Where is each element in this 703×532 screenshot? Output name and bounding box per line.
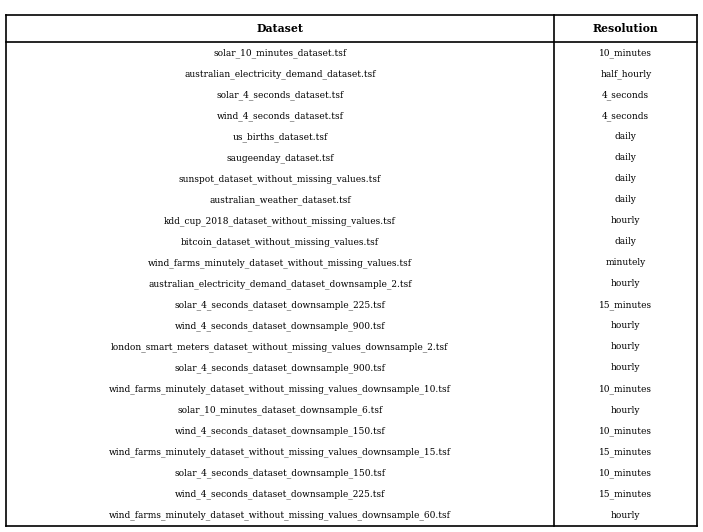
Text: hourly: hourly bbox=[611, 343, 640, 352]
Text: daily: daily bbox=[615, 174, 637, 184]
Text: solar_10_minutes_dataset_downsample_6.tsf: solar_10_minutes_dataset_downsample_6.ts… bbox=[177, 405, 382, 415]
Text: wind_4_seconds_dataset_downsample_225.tsf: wind_4_seconds_dataset_downsample_225.ts… bbox=[175, 489, 385, 499]
Text: solar_4_seconds_dataset_downsample_900.tsf: solar_4_seconds_dataset_downsample_900.t… bbox=[174, 363, 385, 373]
Text: wind_farms_minutely_dataset_without_missing_values.tsf: wind_farms_minutely_dataset_without_miss… bbox=[148, 258, 412, 268]
Text: bitcoin_dataset_without_missing_values.tsf: bitcoin_dataset_without_missing_values.t… bbox=[181, 237, 379, 247]
Text: hourly: hourly bbox=[611, 405, 640, 414]
Text: solar_4_seconds_dataset_downsample_150.tsf: solar_4_seconds_dataset_downsample_150.t… bbox=[174, 468, 385, 478]
Text: 4_seconds: 4_seconds bbox=[602, 111, 650, 121]
Text: australian_electricity_demand_dataset_downsample_2.tsf: australian_electricity_demand_dataset_do… bbox=[148, 279, 412, 289]
Text: 10_minutes: 10_minutes bbox=[599, 468, 652, 478]
Text: saugeenday_dataset.tsf: saugeenday_dataset.tsf bbox=[226, 153, 334, 163]
Text: hourly: hourly bbox=[611, 363, 640, 372]
Text: half_hourly: half_hourly bbox=[600, 69, 652, 79]
Text: daily: daily bbox=[615, 237, 637, 246]
Text: daily: daily bbox=[615, 132, 637, 142]
Text: wind_4_seconds_dataset_downsample_900.tsf: wind_4_seconds_dataset_downsample_900.ts… bbox=[174, 321, 385, 331]
Text: hourly: hourly bbox=[611, 217, 640, 226]
Text: solar_4_seconds_dataset.tsf: solar_4_seconds_dataset.tsf bbox=[217, 90, 344, 99]
Text: australian_electricity_demand_dataset.tsf: australian_electricity_demand_dataset.ts… bbox=[184, 69, 375, 79]
Text: wind_farms_minutely_dataset_without_missing_values_downsample_15.tsf: wind_farms_minutely_dataset_without_miss… bbox=[109, 447, 451, 457]
Text: 10_minutes: 10_minutes bbox=[599, 48, 652, 57]
Text: wind_4_seconds_dataset_downsample_150.tsf: wind_4_seconds_dataset_downsample_150.ts… bbox=[174, 426, 385, 436]
Text: hourly: hourly bbox=[611, 511, 640, 520]
Text: minutely: minutely bbox=[606, 259, 646, 268]
Text: wind_farms_minutely_dataset_without_missing_values_downsample_60.tsf: wind_farms_minutely_dataset_without_miss… bbox=[109, 510, 451, 520]
Text: solar_4_seconds_dataset_downsample_225.tsf: solar_4_seconds_dataset_downsample_225.t… bbox=[174, 300, 385, 310]
Text: Resolution: Resolution bbox=[593, 23, 659, 34]
Text: hourly: hourly bbox=[611, 279, 640, 288]
Text: wind_farms_minutely_dataset_without_missing_values_downsample_10.tsf: wind_farms_minutely_dataset_without_miss… bbox=[109, 384, 451, 394]
Text: 15_minutes: 15_minutes bbox=[599, 489, 652, 499]
Text: 10_minutes: 10_minutes bbox=[599, 384, 652, 394]
Text: sunspot_dataset_without_missing_values.tsf: sunspot_dataset_without_missing_values.t… bbox=[179, 174, 381, 184]
Text: australian_weather_dataset.tsf: australian_weather_dataset.tsf bbox=[209, 195, 351, 205]
Text: solar_10_minutes_dataset.tsf: solar_10_minutes_dataset.tsf bbox=[213, 48, 347, 57]
Text: 4_seconds: 4_seconds bbox=[602, 90, 650, 99]
Text: daily: daily bbox=[615, 153, 637, 162]
Text: 15_minutes: 15_minutes bbox=[599, 447, 652, 457]
Text: us_births_dataset.tsf: us_births_dataset.tsf bbox=[232, 132, 328, 142]
Text: 15_minutes: 15_minutes bbox=[599, 300, 652, 310]
Text: Dataset: Dataset bbox=[257, 23, 304, 34]
Text: 10_minutes: 10_minutes bbox=[599, 426, 652, 436]
Text: daily: daily bbox=[615, 195, 637, 204]
Text: wind_4_seconds_dataset.tsf: wind_4_seconds_dataset.tsf bbox=[217, 111, 343, 121]
Text: kdd_cup_2018_dataset_without_missing_values.tsf: kdd_cup_2018_dataset_without_missing_val… bbox=[164, 216, 396, 226]
Text: hourly: hourly bbox=[611, 321, 640, 330]
Text: london_smart_meters_dataset_without_missing_values_downsample_2.tsf: london_smart_meters_dataset_without_miss… bbox=[111, 342, 449, 352]
